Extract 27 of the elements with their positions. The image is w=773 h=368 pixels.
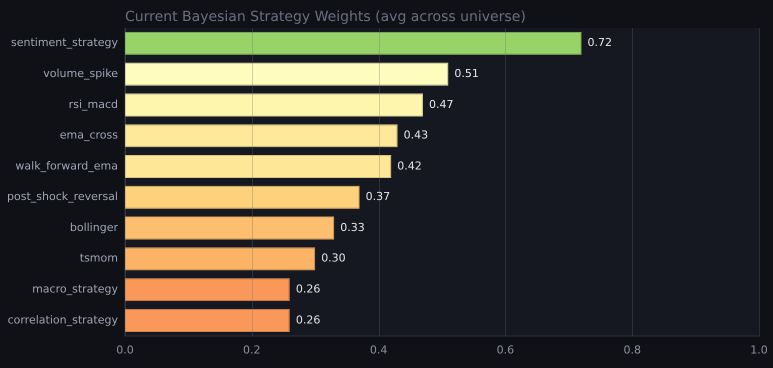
data-label: 0.30 [321, 252, 346, 265]
y-tick-label: bollinger [70, 220, 118, 234]
y-tick-label: walk_forward_ema [15, 159, 118, 172]
data-label: 0.72 [587, 36, 612, 50]
x-tick-label: 0.2 [243, 343, 261, 356]
x-tick-label: 0.0 [116, 343, 134, 356]
chart-title: Current Bayesian Strategy Weights (avg across universe) [124, 9, 526, 25]
x-tick-label: 0.8 [623, 343, 641, 356]
data-label: 0.43 [404, 128, 428, 142]
x-tick-label: 1.0 [750, 343, 768, 356]
data-label: 0.26 [296, 313, 320, 326]
data-label: 0.47 [428, 98, 454, 111]
y-tick-label: post_shock_reversal [7, 190, 118, 204]
y-tick-label: tsmom [80, 252, 118, 265]
data-label: 0.37 [366, 190, 390, 204]
data-label: 0.51 [454, 67, 479, 80]
y-tick-label: sentiment_strategy [10, 36, 118, 50]
y-tick-label: correlation_strategy [8, 313, 118, 326]
data-label: 0.33 [340, 220, 365, 234]
y-tick-label: volume_spike [43, 67, 118, 80]
y-tick-label: macro_strategy [32, 282, 118, 296]
data-label: 0.42 [397, 159, 422, 172]
data-label: 0.26 [296, 282, 320, 296]
y-tick-label: rsi_macd [68, 98, 118, 111]
x-tick-label: 0.6 [496, 343, 514, 356]
x-tick-label: 0.4 [370, 343, 388, 356]
y-tick-label: ema_cross [60, 128, 118, 142]
